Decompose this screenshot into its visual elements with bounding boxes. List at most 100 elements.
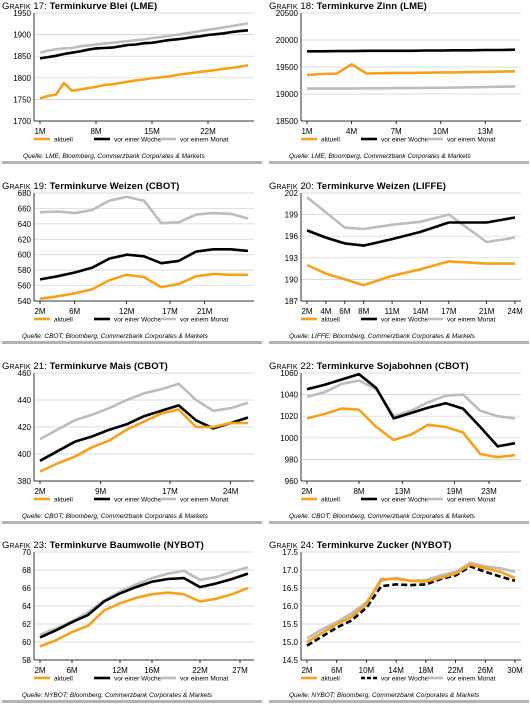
chart-panel-zucker: Grafik 24: Terminkurve Zucker (NYBOT) 14… — [269, 540, 529, 719]
series-line-vor-einem-Monat — [306, 379, 516, 420]
x-tick-label: 10M — [433, 127, 449, 136]
series-line-aktuell — [306, 62, 516, 77]
legend-label: vor einem Monat — [180, 497, 229, 504]
y-tick-label: 1800 — [13, 74, 31, 83]
y-tick-label: 187 — [285, 297, 299, 306]
x-tick-label: 1M — [34, 127, 45, 136]
series-line-aktuell — [39, 586, 249, 648]
y-tick-label: 560 — [18, 282, 32, 291]
legend-label: aktuell — [321, 497, 340, 504]
legend-label: vor einem Monat — [447, 137, 496, 144]
x-tick-label: 2M — [34, 666, 45, 675]
y-tick-label: 20000 — [276, 36, 299, 45]
divider — [2, 700, 262, 703]
x-tick-label: 4M — [346, 127, 357, 136]
legend-label: vor einer Woche — [114, 676, 162, 683]
series-line-aktuell — [306, 260, 515, 287]
x-tick-label: 21M — [197, 307, 213, 316]
x-tick-label: 6M — [69, 307, 80, 316]
x-tick-label: 24M — [223, 487, 239, 496]
x-tick-label: 19M — [447, 487, 463, 496]
chart-svg: 58 60 62 64 66 68 70 2M 6M 12M 16M 22M 27M aktuell vor… — [22, 548, 254, 683]
chart-source: Quelle: CBOT; Bloomberg, Commerzbank Cor… — [289, 513, 475, 520]
y-tick-label: 580 — [18, 266, 32, 275]
y-tick-label: 62 — [22, 620, 31, 629]
legend-label: aktuell — [54, 497, 73, 504]
x-tick-label: 21M — [479, 307, 495, 316]
y-tick-label: 18500 — [276, 117, 299, 126]
y-tick-label: 960 — [285, 477, 299, 486]
series-line-vor-einem-Monat — [39, 22, 249, 54]
x-tick-label: 8M — [353, 487, 364, 496]
divider — [2, 521, 262, 524]
series-line-vor-einer-Woche — [39, 404, 249, 462]
y-tick-label: 70 — [22, 548, 31, 557]
chart-source: Quelle: LIFFE; Bloomberg, Commerzbank Co… — [289, 333, 476, 340]
chart-title: Grafik 18: Terminkurve Zinn (LME) — [269, 1, 427, 12]
legend-label: vor einer Woche — [381, 317, 429, 324]
legend-label: vor einem Monat — [180, 317, 229, 324]
x-tick-label: 30M — [507, 666, 523, 675]
chart-source: Quelle: CBOT; Bloomberg, Commerzbank Cor… — [22, 333, 208, 340]
chart-svg: 960 980 1000 1020 1040 1060 2M 8M 13M 19M 23M aktue… — [280, 369, 521, 504]
y-tick-label: 193 — [285, 254, 299, 263]
series-line-vor-einer-Woche — [39, 29, 249, 60]
legend-label: vor einem Monat — [180, 676, 229, 683]
legend-label: vor einer Woche — [114, 497, 162, 504]
y-tick-label: 20500 — [276, 9, 299, 18]
legend-label: aktuell — [54, 317, 73, 324]
divider — [269, 341, 529, 344]
y-tick-label: 640 — [18, 220, 32, 229]
legend-label: vor einem Monat — [447, 317, 496, 324]
x-tick-label: 8M — [90, 127, 101, 136]
x-tick-label: 22M — [200, 127, 216, 136]
y-tick-label: 16.0 — [282, 602, 298, 611]
chart-source: Quelle: LME; Bloomberg, Commerzbank Corp… — [289, 153, 471, 160]
legend-label: aktuell — [54, 137, 73, 144]
y-tick-label: 58 — [22, 656, 31, 665]
y-tick-label: 420 — [18, 423, 32, 432]
chart-panel-weizen-liffe: Grafik 20: Terminkurve Weizen (LIFFE) 18… — [269, 181, 529, 360]
x-tick-label: 2M — [34, 307, 45, 316]
chart-svg: 1700 1750 1800 1850 1900 1950 1M 8M 15M 22M aktuel… — [13, 9, 254, 144]
x-tick-label: 15M — [144, 127, 160, 136]
y-tick-label: 19000 — [276, 90, 299, 99]
chart-title: Grafik 24: Terminkurve Zucker (NYBOT) — [269, 540, 452, 551]
x-tick-label: 4M — [320, 307, 331, 316]
x-tick-label: 14M — [413, 307, 429, 316]
y-tick-label: 620 — [18, 235, 32, 244]
y-tick-label: 17.5 — [282, 548, 298, 557]
x-tick-label: 7M — [391, 127, 402, 136]
series-line-aktuell — [39, 408, 248, 473]
divider — [269, 161, 529, 164]
chart-source: Quelle: NYBOT; Bloomberg, Commerzbank Co… — [22, 692, 213, 699]
x-tick-label: 23M — [481, 487, 497, 496]
y-tick-label: 1750 — [13, 95, 31, 104]
x-tick-label: 27M — [232, 666, 248, 675]
chart-svg: 18500 19000 19500 20000 20500 1M 4M 7M 10M 13M akt… — [276, 9, 521, 144]
series-line-vor-einer-Woche — [39, 247, 249, 281]
y-tick-label: 1950 — [13, 9, 31, 18]
y-tick-label: 680 — [18, 189, 32, 198]
series-line-vor-einem-Monat — [307, 85, 516, 90]
chart-title: Grafik 19: Terminkurve Weizen (CBOT) — [2, 181, 180, 192]
y-tick-label: 1900 — [13, 31, 31, 40]
x-tick-label: 16M — [144, 666, 160, 675]
x-tick-label: 1M — [301, 127, 312, 136]
series-line-vor-einer-Woche — [306, 565, 516, 647]
series-line-aktuell — [306, 407, 516, 459]
y-tick-label: 980 — [285, 455, 299, 464]
x-tick-label: 6M — [66, 666, 77, 675]
series-line-vor-einem-Monat — [39, 382, 249, 441]
legend-label: aktuell — [321, 676, 340, 683]
x-tick-label: 12M — [112, 666, 128, 675]
series-line-vor-einer-Woche — [306, 216, 516, 247]
x-tick-label: 17M — [162, 307, 178, 316]
divider — [2, 341, 262, 344]
legend-label: aktuell — [321, 317, 340, 324]
y-tick-label: 15.5 — [282, 620, 298, 629]
series-line-aktuell — [39, 64, 249, 100]
x-tick-label: 11M — [385, 307, 400, 316]
legend-label: vor einer Woche — [381, 676, 429, 683]
x-tick-label: 17M — [441, 307, 457, 316]
